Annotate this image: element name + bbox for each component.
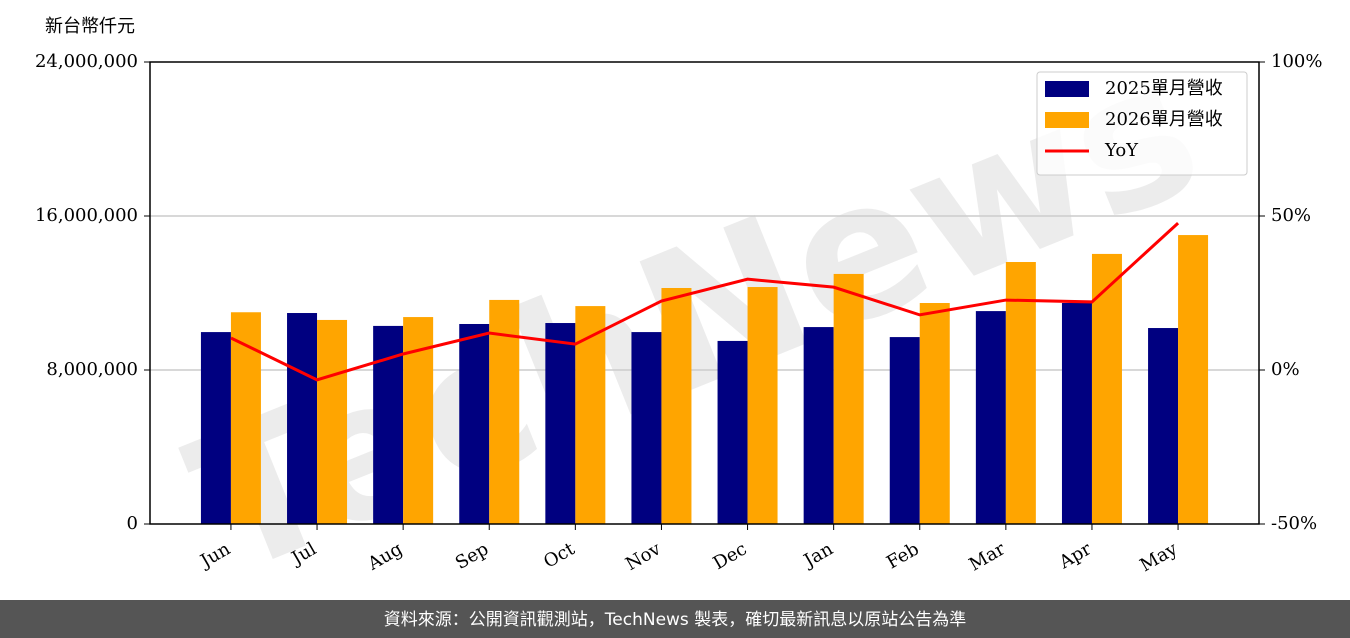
plot-frame [149,61,1260,525]
x-tick-label: Oct [540,538,579,573]
legend-box [1036,71,1248,176]
bar [717,340,748,524]
bar [575,306,606,524]
bar [889,337,920,524]
bar [1091,253,1122,525]
bar [975,311,1006,524]
y2-tick-label: 0% [1271,359,1300,380]
y-axis-label: 新台幣仟元 [45,16,135,37]
x-tick-label: Sep [452,538,492,573]
bar [631,332,662,524]
y2-tick-label: -50% [1271,513,1317,534]
bar [803,327,834,524]
legend-swatch [1045,81,1089,97]
bar [919,303,950,524]
legend-label: 2025單月營收 [1105,78,1223,99]
bar [1178,235,1209,524]
bar [287,313,318,524]
x-tick-label: Nov [622,538,665,575]
y-tick-label: 0 [127,513,138,534]
x-tick-label: Dec [710,538,751,574]
bar [230,312,261,524]
legend-label: YoY [1104,140,1139,161]
y-tick-label: 16,000,000 [35,205,138,226]
y-tick-label: 24,000,000 [35,51,138,72]
legend-label: 2026單月營收 [1105,109,1223,130]
legend-swatch [1045,112,1089,128]
bar [1005,262,1036,524]
x-tick-label: Feb [883,538,923,573]
bar [459,323,490,524]
y2-tick-label: 50% [1271,205,1311,226]
bar [545,323,576,524]
footer: 資料來源：公開資訊觀測站，TechNews 製表，確切最新訊息以原站公告為準 [384,610,966,630]
bar [1061,303,1092,524]
footer-bar [0,600,1350,638]
y-tick-label: 8,000,000 [46,359,138,380]
x-tick-label: May [1136,538,1181,576]
bar [661,287,692,524]
bar [1148,328,1179,524]
x-tick-label: Mar [966,538,1010,575]
bar [317,319,348,524]
bar [747,287,778,524]
bar [833,273,864,524]
x-tick-label: Jan [799,538,837,572]
x-tick-label: Apr [1055,538,1095,573]
line [230,221,1180,382]
y2-tick-label: 100% [1271,51,1322,72]
bar [200,332,231,524]
